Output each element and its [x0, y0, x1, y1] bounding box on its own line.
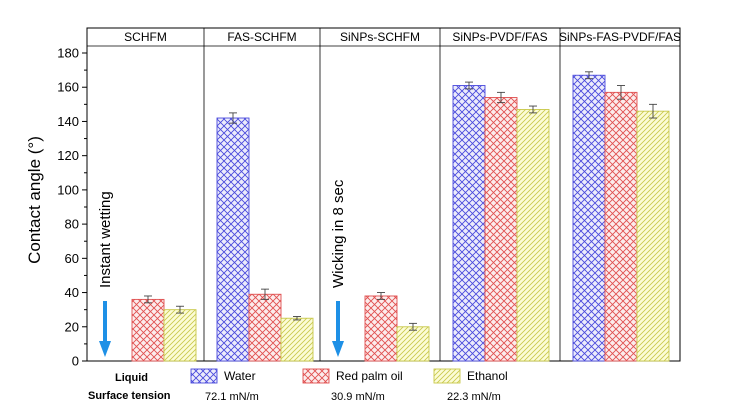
panel-title: FAS-SCHFM — [227, 30, 296, 44]
legend-swatch — [190, 368, 218, 384]
y-tick-label: 80 — [65, 217, 79, 232]
y-tick-label: 40 — [65, 285, 79, 300]
bars — [131, 71, 670, 362]
annotation-text: Wicking in 8 sec — [330, 179, 347, 288]
panels: SCHFM FAS-SCHFM SiNPs-SCHFM SiNPs-PVDF/FAS S… — [124, 28, 681, 361]
y-axis: 0 20 40 60 80 100 120 140 160 180 — [57, 46, 87, 369]
y-tick-label: 160 — [57, 80, 79, 95]
bar — [484, 97, 518, 362]
panel-title: SiNPs-FAS-PVDF/FAS — [559, 30, 681, 44]
bar — [572, 74, 606, 362]
y-axis-label: Contact angle (°) — [25, 136, 44, 264]
y-tick-label: 0 — [72, 354, 79, 369]
down-arrow-head-icon — [332, 341, 344, 357]
surface-tension-value: 30.9 mN/m — [331, 391, 385, 403]
bar — [636, 110, 670, 362]
y-tick-label: 140 — [57, 114, 79, 129]
legend-liquid-label: Liquid — [115, 372, 148, 384]
y-tick-label: 20 — [65, 319, 79, 334]
y-tick-label: 120 — [57, 148, 79, 163]
legend-tension-label: Surface tension — [88, 390, 171, 402]
down-arrow-head-icon — [99, 341, 111, 357]
legend-label: Red palm oil — [336, 369, 403, 383]
legend: Liquid Surface tension Water 72.1 mN/m Red p… — [88, 368, 508, 403]
y-tick-label: 60 — [65, 251, 79, 266]
legend-label: Ethanol — [467, 369, 508, 383]
bar — [452, 85, 486, 362]
bar — [516, 109, 550, 362]
bar — [280, 317, 314, 362]
panel-title: SiNPs-SCHFM — [340, 30, 420, 44]
surface-tension-value: 22.3 mN/m — [447, 391, 501, 403]
y-tick-label: 100 — [57, 182, 79, 197]
surface-tension-value: 72.1 mN/m — [205, 391, 259, 403]
bar — [131, 298, 165, 362]
annotation-text: Instant wetting — [97, 191, 114, 288]
annotations: Instant wetting Wicking in 8 sec — [97, 179, 347, 357]
y-tick-label: 180 — [57, 46, 79, 61]
legend-swatch — [302, 368, 330, 384]
bar — [364, 295, 398, 362]
bar — [163, 309, 197, 362]
bar — [396, 326, 430, 362]
bar — [604, 91, 638, 362]
bar — [216, 117, 250, 362]
panel-title: SiNPs-PVDF/FAS — [452, 30, 547, 44]
panel-title: SCHFM — [124, 30, 167, 44]
legend-label: Water — [224, 369, 256, 383]
legend-swatch — [433, 368, 461, 384]
bar — [248, 293, 282, 362]
